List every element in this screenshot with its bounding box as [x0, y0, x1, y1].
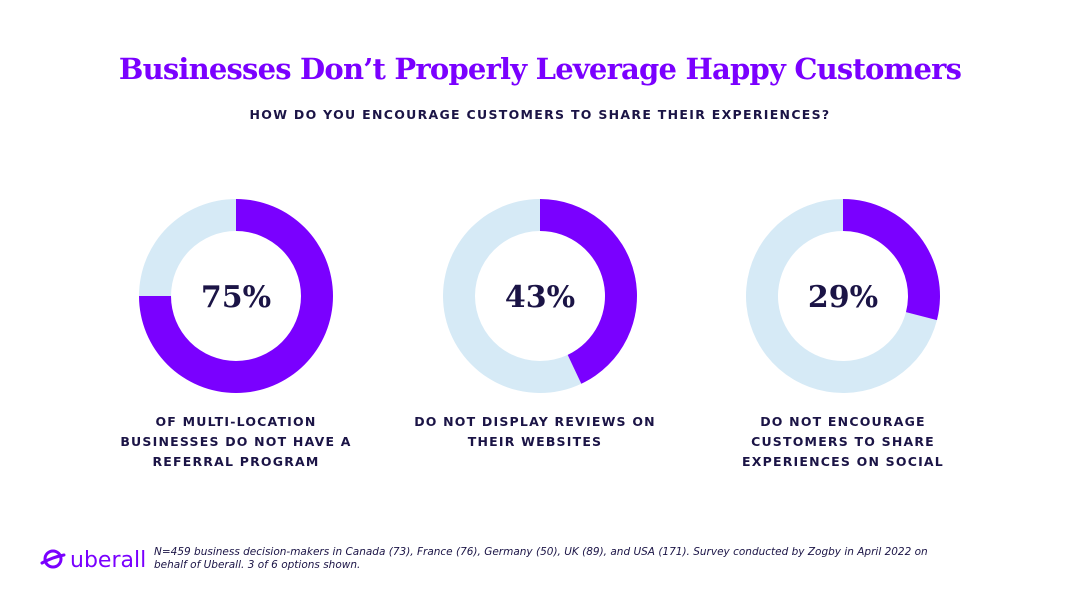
- donut-chart-reviews: [442, 199, 637, 393]
- page-title: Businesses Don’t Properly Leverage Happy…: [118, 52, 962, 86]
- donut-label: 43%: [505, 280, 575, 315]
- donut-value-segment: [139, 199, 333, 393]
- caption-social: DO NOT ENCOURAGE CUSTOMERS TO SHARE EXPE…: [742, 414, 944, 469]
- donut-value-segment: [843, 199, 940, 321]
- donut-remainder-segment: [442, 199, 582, 393]
- caption-referral: OF MULTI-LOCATION BUSINESSES DO NOT HAVE…: [120, 414, 352, 469]
- donut-remainder-segment: [139, 199, 236, 296]
- chart-subtitle: HOW DO YOU ENCOURAGE CUSTOMERS TO SHARE …: [249, 107, 831, 122]
- donut-chart-social: [745, 199, 940, 393]
- footnote: N=459 business decision-makers in Canada…: [154, 546, 928, 571]
- donut-remainder-segment: [745, 199, 937, 393]
- uberall-logo: uberall: [40, 547, 146, 573]
- planet-icon: [40, 549, 66, 569]
- donut-label: 29%: [808, 280, 878, 315]
- logo-text: uberall: [70, 547, 147, 573]
- donut-label: 75%: [201, 280, 271, 315]
- donut-chart-referral: [139, 199, 333, 393]
- donut-value-segment: [540, 199, 637, 384]
- caption-reviews: DO NOT DISPLAY REVIEWS ON THEIR WEBSITES: [414, 414, 656, 449]
